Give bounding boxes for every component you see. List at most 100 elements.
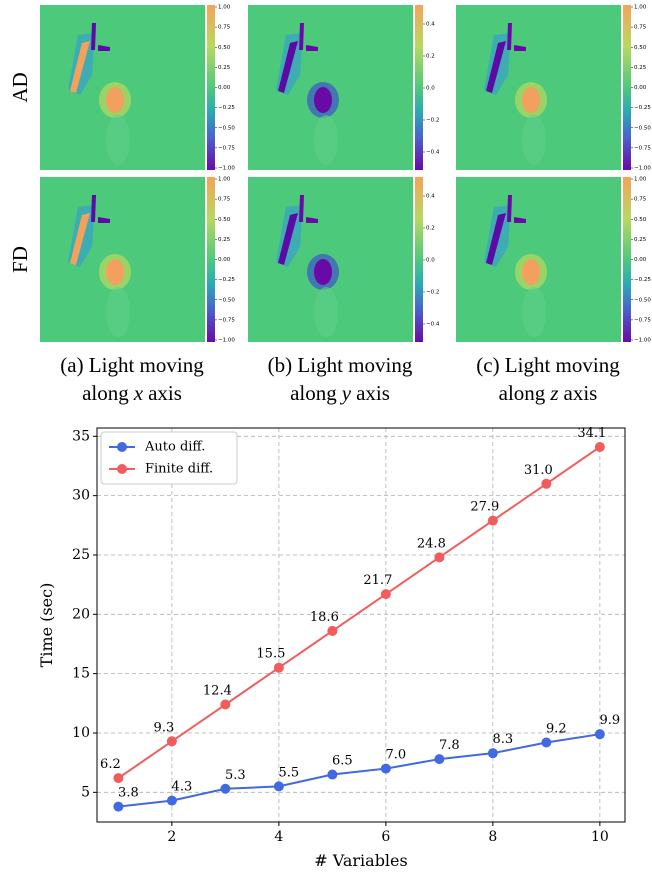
data-point xyxy=(434,552,444,562)
heatmap-region xyxy=(106,87,124,113)
colorbar-tick-label: 0.50 xyxy=(218,45,231,51)
line-chart: 5101520253035246810# VariablesTime (sec)… xyxy=(37,426,625,870)
colorbar-tick-label: −0.50 xyxy=(634,297,651,303)
x-tick-label: 6 xyxy=(381,829,390,845)
colorbar xyxy=(623,5,631,170)
x-axis-label: # Variables xyxy=(314,851,407,870)
colorbar-tick-label: −0.2 xyxy=(426,290,439,296)
colorbar-tick-label: −0.25 xyxy=(218,105,235,111)
colorbar-tick-label: 0.4 xyxy=(426,22,435,28)
x-tick-label: 8 xyxy=(488,829,497,845)
data-label: 18.6 xyxy=(310,610,339,625)
data-point xyxy=(274,663,284,673)
colorbar-tick-label: 0.25 xyxy=(634,237,647,243)
colorbar xyxy=(207,177,215,342)
heatmap-region xyxy=(522,87,540,113)
caption-text: axis xyxy=(148,381,182,405)
colorbar-tick-label: −0.75 xyxy=(218,145,235,151)
data-label: 7.8 xyxy=(439,738,460,753)
colorbar-tick-label: 0.4 xyxy=(426,194,435,200)
colorbar-tick-label: −0.25 xyxy=(634,277,651,283)
y-tick-label: 35 xyxy=(72,428,90,444)
heatmap xyxy=(456,177,621,342)
data-label: 5.5 xyxy=(279,765,300,780)
colorbar-tick-label: −1.00 xyxy=(634,338,651,344)
data-point xyxy=(488,748,498,758)
colorbar-tick-label: −0.4 xyxy=(426,150,440,156)
caption: (a) Light moving xyxy=(60,353,204,377)
heatmap-region xyxy=(522,287,546,337)
y-tick-label: 15 xyxy=(72,666,90,682)
data-point xyxy=(220,784,230,794)
heatmap-grid: ADFD1.000.750.500.250.00−0.25−0.50−0.75−… xyxy=(8,5,652,406)
caption-variable: x xyxy=(133,381,144,405)
colorbar-tick-label: 0.00 xyxy=(634,85,647,91)
colorbar-tick-label: −0.75 xyxy=(218,317,235,323)
heatmap-region xyxy=(106,115,130,165)
row-label: AD xyxy=(8,72,32,102)
data-point xyxy=(595,729,605,739)
data-point xyxy=(220,700,230,710)
data-point xyxy=(595,442,605,452)
caption: (c) Light moving xyxy=(476,353,620,377)
data-point xyxy=(327,770,337,780)
colorbar-tick-label: 0.0 xyxy=(426,258,435,264)
heatmap-region xyxy=(314,287,338,337)
colorbar-tick-label: 0.75 xyxy=(634,25,647,31)
legend-label: Finite diff. xyxy=(145,462,213,477)
data-point xyxy=(541,737,551,747)
heatmap xyxy=(40,5,205,170)
colorbar-tick-label: −0.4 xyxy=(426,322,440,328)
caption: (b) Light moving xyxy=(268,353,413,377)
colorbar-tick-label: 0.75 xyxy=(634,197,647,203)
data-label: 9.3 xyxy=(154,720,175,735)
figure: ADFD1.000.750.500.250.00−0.25−0.50−0.75−… xyxy=(0,0,652,874)
y-tick-label: 5 xyxy=(81,784,90,800)
data-point xyxy=(113,773,123,783)
data-point xyxy=(113,802,123,812)
caption: alongyaxis xyxy=(290,381,390,405)
colorbar-tick-label: −0.2 xyxy=(426,118,439,124)
caption-text: axis xyxy=(356,381,390,405)
colorbar-tick-label: 1.00 xyxy=(218,5,231,11)
colorbar-tick-label: −0.50 xyxy=(218,297,235,303)
caption-variable: y xyxy=(340,381,352,405)
colorbar-tick-label: 0.50 xyxy=(634,45,647,51)
colorbar-tick-label: −1.00 xyxy=(634,166,651,172)
data-label: 27.9 xyxy=(470,500,499,515)
colorbar-tick-label: 0.25 xyxy=(218,237,231,243)
colorbar-tick-label: 0.50 xyxy=(218,217,231,223)
legend-label: Auto diff. xyxy=(144,440,205,455)
colorbar xyxy=(415,5,423,170)
data-label: 9.2 xyxy=(546,721,567,736)
series-line xyxy=(118,734,599,806)
data-label: 6.2 xyxy=(100,757,121,772)
colorbar-tick-label: −0.25 xyxy=(218,277,235,283)
colorbar-tick-label: −0.75 xyxy=(634,317,651,323)
data-label: 4.3 xyxy=(172,780,193,795)
data-label: 24.8 xyxy=(417,536,446,551)
data-label: 7.0 xyxy=(386,748,407,763)
colorbar-tick-label: −1.00 xyxy=(218,166,235,172)
data-point xyxy=(167,796,177,806)
heatmap xyxy=(248,177,413,342)
colorbar-tick-label: 0.0 xyxy=(426,86,435,92)
colorbar xyxy=(415,177,423,342)
colorbar-tick-label: 0.00 xyxy=(218,85,231,91)
colorbar-tick-label: −1.00 xyxy=(218,338,235,344)
colorbar-tick-label: 0.75 xyxy=(218,197,231,203)
data-label: 31.0 xyxy=(524,463,553,478)
colorbar xyxy=(207,5,215,170)
heatmap-region xyxy=(522,115,546,165)
data-point xyxy=(381,764,391,774)
y-axis-label: Time (sec) xyxy=(37,583,56,668)
caption-text: along xyxy=(82,381,129,405)
colorbar xyxy=(623,177,631,342)
colorbar-tick-label: −0.50 xyxy=(634,125,651,131)
heatmap xyxy=(248,5,413,170)
data-label: 6.5 xyxy=(332,754,353,769)
data-label: 12.4 xyxy=(203,684,232,699)
heatmap-region xyxy=(314,115,338,165)
colorbar-tick-label: 0.75 xyxy=(218,25,231,31)
